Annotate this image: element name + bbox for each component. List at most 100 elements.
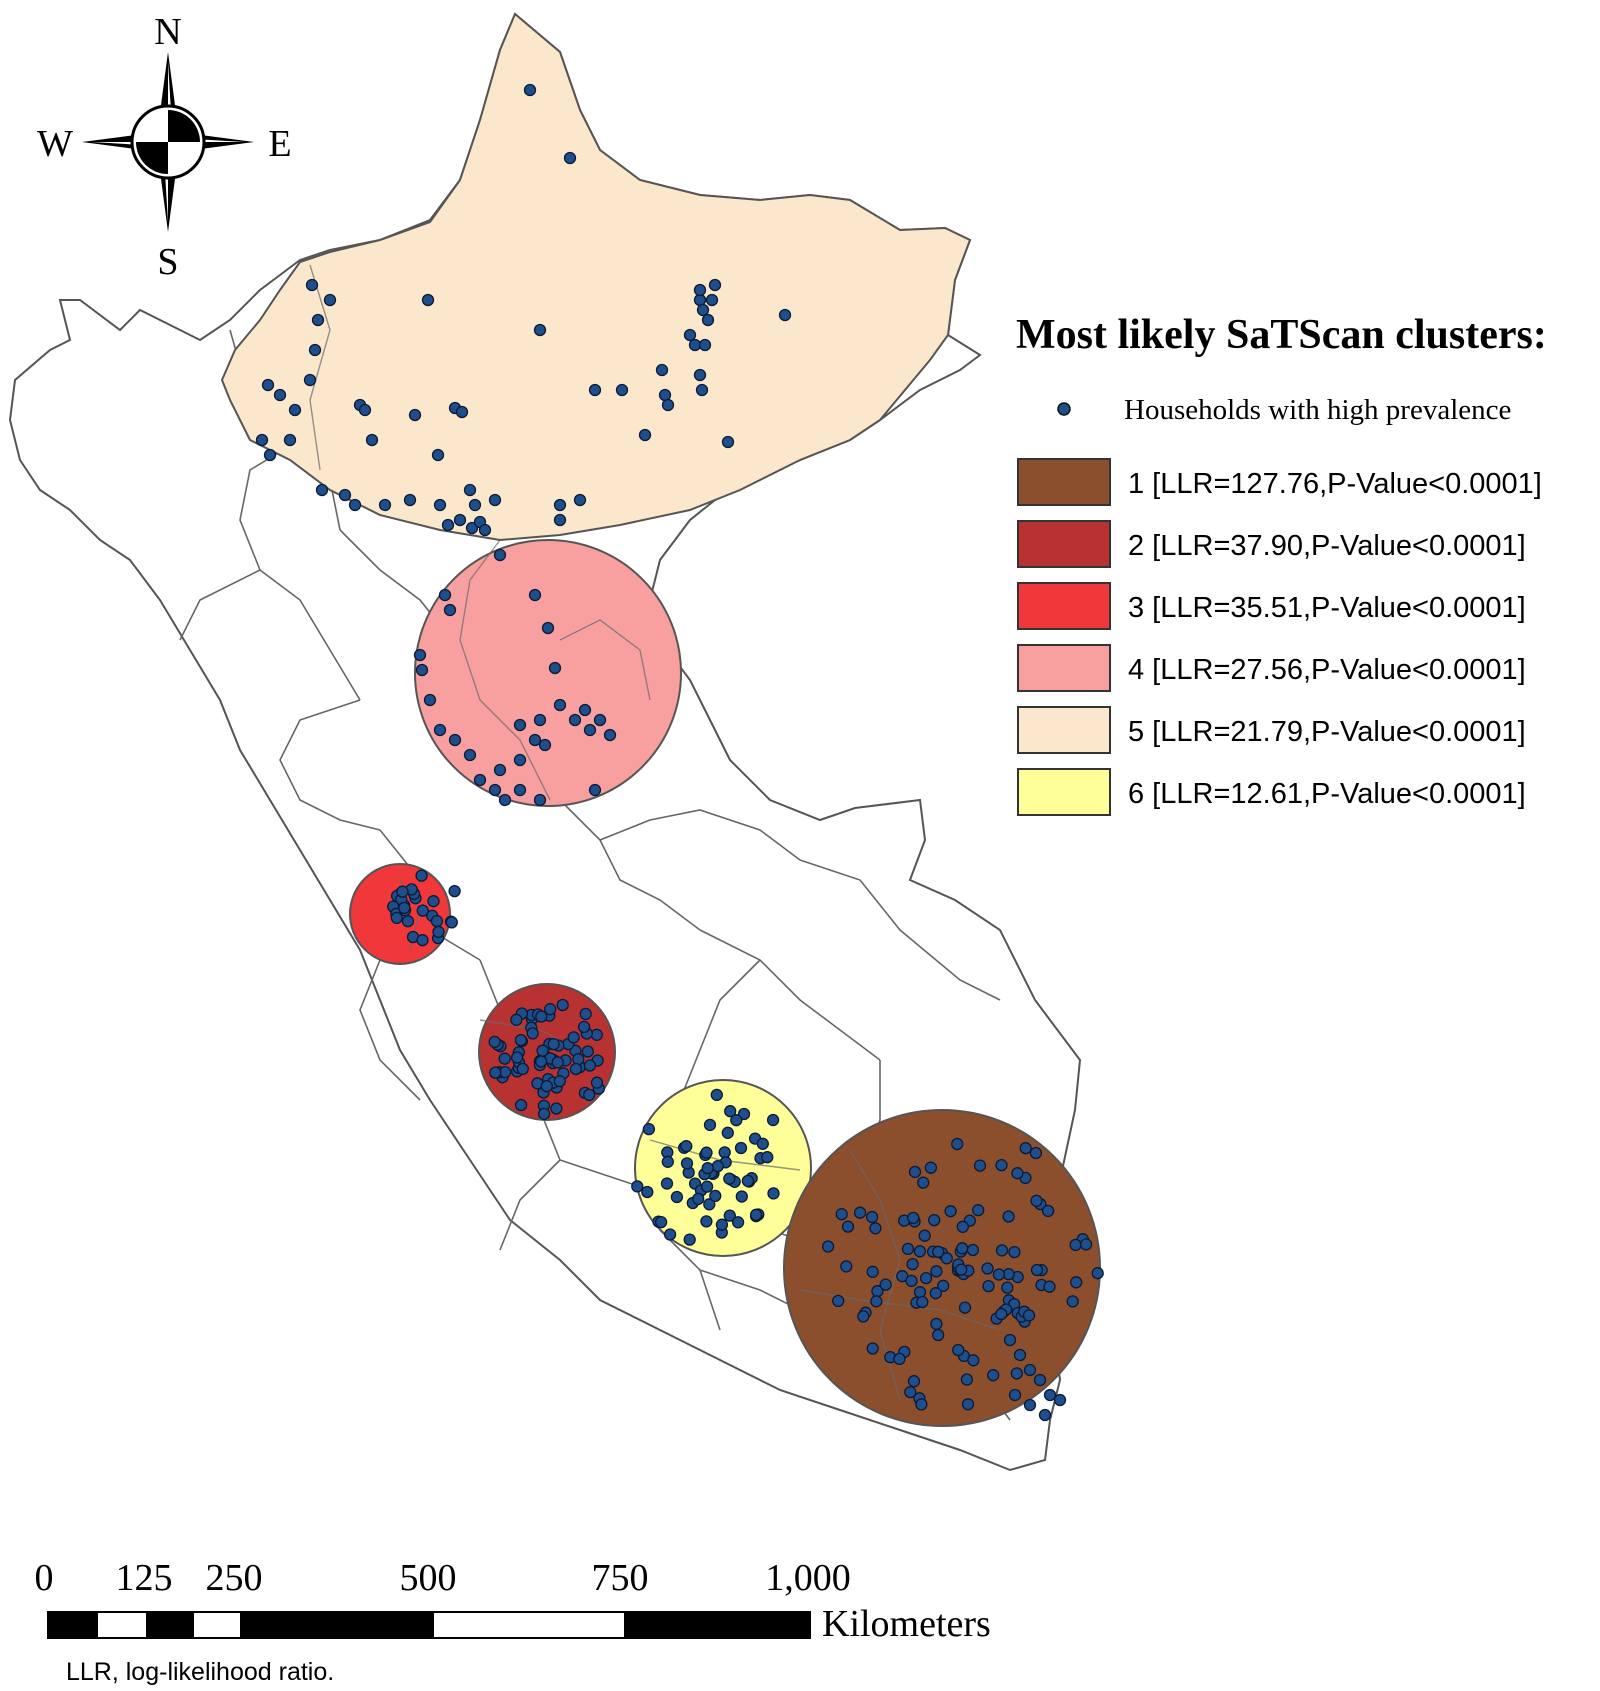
household-point bbox=[981, 1262, 994, 1275]
region-boundaries-overlay bbox=[309, 264, 1001, 1401]
household-point bbox=[711, 1160, 724, 1173]
household-point bbox=[715, 1218, 729, 1231]
household-point bbox=[724, 1105, 737, 1118]
household-point bbox=[832, 1294, 845, 1308]
compass-quadrant-ne bbox=[168, 110, 200, 142]
household-point bbox=[553, 498, 567, 512]
household-point bbox=[453, 513, 467, 527]
household-point bbox=[556, 998, 569, 1012]
household-point bbox=[907, 1375, 921, 1388]
household-point bbox=[255, 433, 269, 447]
household-point bbox=[1043, 1388, 1057, 1402]
household-point bbox=[703, 1118, 717, 1132]
household-point bbox=[433, 498, 447, 512]
household-point bbox=[735, 1190, 748, 1203]
household-point bbox=[928, 1213, 941, 1227]
household-point bbox=[917, 1176, 930, 1189]
household-point bbox=[840, 1260, 853, 1273]
household-point bbox=[655, 363, 669, 377]
household-point bbox=[516, 1062, 529, 1076]
household-point bbox=[937, 1279, 950, 1292]
legend-label-4: 4 [LLR=27.56,P-Value<0.0001] bbox=[1128, 654, 1526, 686]
household-point bbox=[569, 1062, 583, 1076]
household-point bbox=[700, 1180, 714, 1193]
legend-label-5: 5 [LLR=21.79,P-Value<0.0001] bbox=[1128, 716, 1526, 748]
household-point bbox=[438, 588, 452, 602]
scale-segment-6 bbox=[624, 1612, 810, 1638]
household-point bbox=[305, 278, 319, 292]
household-point bbox=[918, 1229, 931, 1242]
household-point bbox=[932, 1245, 945, 1258]
household-point bbox=[730, 1114, 743, 1127]
household-point bbox=[1030, 1194, 1043, 1207]
household-point bbox=[749, 1208, 763, 1221]
household-point bbox=[698, 338, 712, 352]
household-point bbox=[315, 483, 329, 497]
household-point bbox=[966, 1243, 980, 1257]
legend-label-1: 1 [LLR=127.76,P-Value<0.0001] bbox=[1128, 468, 1542, 500]
legend-swatch-4 bbox=[1017, 644, 1111, 692]
household-point bbox=[445, 916, 458, 929]
household-point bbox=[879, 1278, 892, 1291]
household-point bbox=[1043, 1280, 1056, 1293]
household-point bbox=[721, 435, 735, 449]
household-point bbox=[533, 323, 547, 337]
household-point bbox=[615, 383, 629, 397]
household-point bbox=[401, 915, 415, 928]
household-point bbox=[553, 513, 567, 527]
household-point bbox=[263, 448, 277, 462]
household-point bbox=[261, 378, 275, 392]
household-point bbox=[577, 1020, 591, 1034]
household-point bbox=[541, 621, 555, 635]
household-point bbox=[1003, 1333, 1017, 1347]
household-point bbox=[537, 1107, 551, 1121]
household-point bbox=[995, 1158, 1008, 1172]
household-point bbox=[670, 1190, 684, 1204]
household-point bbox=[701, 1161, 714, 1175]
household-point bbox=[1041, 1204, 1055, 1218]
household-point bbox=[583, 723, 597, 737]
household-point bbox=[658, 388, 672, 402]
household-point bbox=[535, 1055, 548, 1068]
household-point bbox=[982, 1279, 995, 1293]
scale-segment-3 bbox=[194, 1612, 240, 1638]
household-point bbox=[431, 448, 445, 462]
household-point bbox=[567, 1031, 580, 1044]
household-point bbox=[583, 1088, 596, 1102]
household-point bbox=[553, 1075, 566, 1088]
household-points bbox=[255, 83, 1104, 1422]
household-point bbox=[536, 1044, 549, 1057]
household-point bbox=[413, 648, 427, 662]
household-point bbox=[603, 728, 617, 742]
compass-w-label: W bbox=[37, 123, 73, 165]
household-point bbox=[701, 313, 715, 327]
household-point bbox=[956, 1242, 969, 1255]
household-point bbox=[1053, 1393, 1067, 1407]
scale-segment-1 bbox=[98, 1612, 146, 1638]
household-point bbox=[1091, 1267, 1104, 1280]
household-point bbox=[448, 884, 461, 898]
household-point bbox=[396, 885, 409, 898]
household-point bbox=[638, 428, 652, 442]
household-point bbox=[441, 518, 455, 532]
household-point bbox=[972, 1204, 985, 1217]
household-point bbox=[488, 1035, 501, 1049]
household-point bbox=[960, 1373, 974, 1386]
legend-label-2: 2 [LLR=37.90,P-Value<0.0001] bbox=[1128, 530, 1526, 562]
household-point bbox=[540, 1080, 553, 1093]
household-point bbox=[493, 548, 507, 562]
legend-point-label: Households with high prevalence bbox=[1124, 394, 1511, 426]
household-point bbox=[568, 713, 582, 727]
household-point bbox=[1008, 1388, 1022, 1402]
household-point bbox=[930, 1317, 943, 1331]
household-point bbox=[778, 308, 792, 322]
household-point bbox=[930, 1265, 943, 1278]
household-point bbox=[548, 661, 562, 675]
household-point bbox=[588, 383, 602, 397]
household-point bbox=[642, 1122, 656, 1136]
household-point bbox=[761, 1151, 774, 1164]
household-point bbox=[1011, 1167, 1024, 1180]
household-point bbox=[929, 1287, 942, 1300]
household-point bbox=[893, 1352, 906, 1366]
household-point bbox=[901, 1242, 915, 1256]
